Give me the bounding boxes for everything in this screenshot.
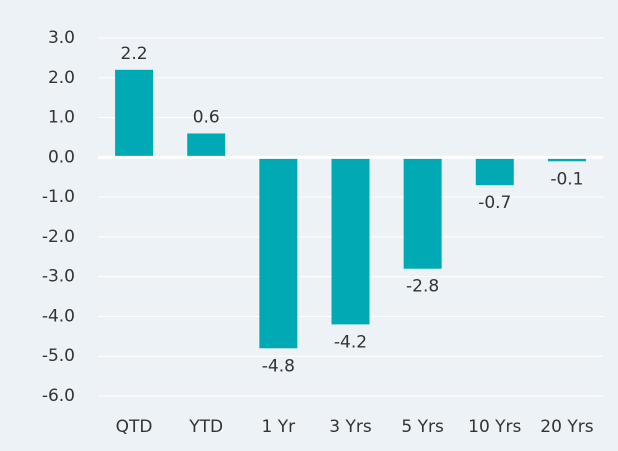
y-tick-label: 0.0	[48, 147, 75, 167]
y-tick-label: -5.0	[42, 346, 75, 366]
x-tick-label: YTD	[188, 417, 223, 437]
data-label: -0.7	[478, 193, 511, 213]
y-tick-label: -6.0	[42, 386, 75, 406]
x-tick-label: 5 Yrs	[401, 417, 444, 437]
data-label: 0.6	[193, 107, 220, 127]
y-tick-label: 1.0	[48, 108, 75, 128]
y-tick-label: -4.0	[42, 306, 75, 326]
y-tick-label: -2.0	[42, 227, 75, 247]
y-tick-label: 3.0	[48, 28, 75, 48]
bar	[331, 157, 370, 325]
y-tick-label: 2.0	[48, 68, 75, 88]
data-label: -0.1	[550, 169, 583, 189]
bar	[475, 157, 514, 186]
y-tick-label: -1.0	[42, 187, 75, 207]
data-label: -4.8	[262, 356, 295, 376]
bar	[187, 133, 226, 158]
x-tick-label: 10 Yrs	[468, 417, 521, 437]
y-tick-label: -3.0	[42, 267, 75, 287]
x-tick-label: 3 Yrs	[329, 417, 372, 437]
bar	[259, 157, 298, 349]
bar	[115, 69, 154, 158]
x-tick-label: 1 Yr	[262, 417, 296, 437]
bar	[403, 157, 442, 269]
data-label: -2.8	[406, 277, 439, 297]
data-label: -4.2	[334, 332, 367, 352]
bar	[547, 157, 586, 162]
x-tick-label: 20 Yrs	[540, 417, 593, 437]
x-tick-label: QTD	[116, 417, 153, 437]
data-label: 2.2	[121, 44, 148, 64]
